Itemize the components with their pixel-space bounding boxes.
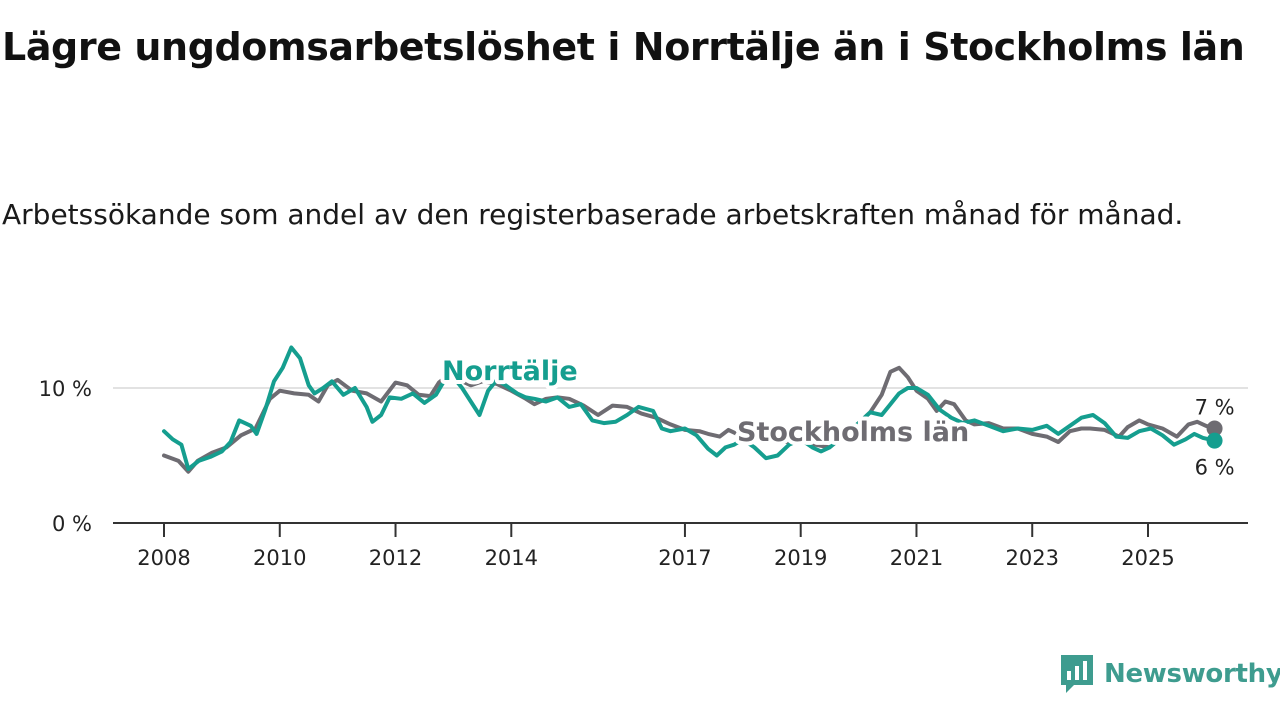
y-tick-label: 10 % <box>39 377 92 401</box>
chart-title: Lägre ungdomsarbetslöshet i Norrtälje än… <box>2 25 1245 69</box>
newsworthy-logo: Newsworthy <box>1060 654 1280 694</box>
brand-name: Newsworthy <box>1104 659 1280 689</box>
series-line-stockholms-lan <box>162 365 1217 474</box>
x-tick-label: 2025 <box>1121 546 1174 570</box>
x-tick-label: 2017 <box>658 546 711 570</box>
y-tick-label: 0 % <box>52 512 92 536</box>
series-labels: Norrtälje Stockholms län 7 % 6 % <box>438 352 1235 480</box>
x-tick-label: 2010 <box>253 546 306 570</box>
series-label-stockholms-lan: Stockholms län <box>737 417 969 448</box>
x-axis: 2008 2010 2012 2014 2017 2019 2021 2023 2025 <box>113 522 1248 570</box>
series-label-norrtalje: Norrtälje <box>442 356 578 387</box>
end-value-label-stockholms-lan: 7 % <box>1195 396 1235 420</box>
x-tick-label: 2008 <box>137 546 190 570</box>
line-chart: 0 % 10 % 2008 2010 2012 2014 2017 2019 2021 2023… <box>39 345 1248 570</box>
end-point-norrtalje <box>1206 432 1223 449</box>
x-tick-label: 2014 <box>485 546 538 570</box>
chart-subtitle: Arbetssökande som andel av den registerb… <box>2 198 1184 231</box>
gridlines: 0 % 10 % <box>39 377 1248 536</box>
x-tick-label: 2021 <box>890 546 943 570</box>
x-tick-label: 2012 <box>369 546 422 570</box>
x-tick-label: 2019 <box>774 546 827 570</box>
end-value-label-norrtalje: 6 % <box>1195 456 1235 480</box>
series-lines <box>162 345 1217 474</box>
end-point-stockholms-lan <box>1206 420 1223 437</box>
newsworthy-logo-icon <box>1061 655 1093 693</box>
x-tick-label: 2023 <box>1006 546 1059 570</box>
series-line-norrtalje <box>162 345 1217 471</box>
